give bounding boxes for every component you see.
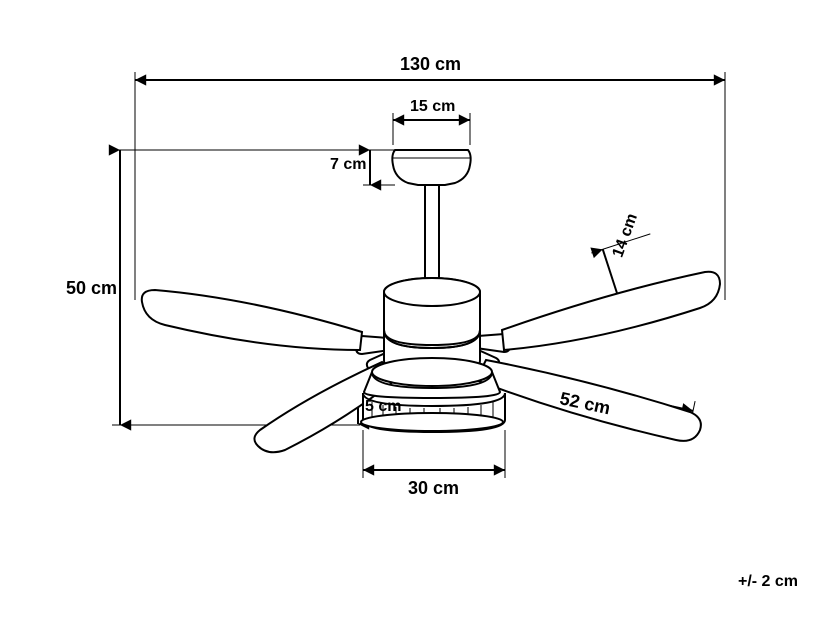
fan-motor	[384, 278, 480, 345]
fan-drawing	[0, 0, 826, 619]
dim-total-height: 50 cm	[66, 278, 117, 299]
fan-mount	[392, 150, 470, 285]
dim-total-width: 130 cm	[400, 54, 461, 75]
dim-lamp-height: 5 cm	[365, 398, 401, 416]
dim-lamp-width: 30 cm	[408, 478, 459, 499]
diagram-canvas: 130 cm 15 cm 7 cm 50 cm 5 cm 30 cm 14 cm…	[0, 0, 826, 619]
dim-mount-height: 7 cm	[330, 156, 366, 174]
fan-light-kit	[361, 358, 505, 432]
tolerance-note: +/- 2 cm	[738, 573, 798, 591]
dim-mount-width: 15 cm	[410, 98, 455, 116]
